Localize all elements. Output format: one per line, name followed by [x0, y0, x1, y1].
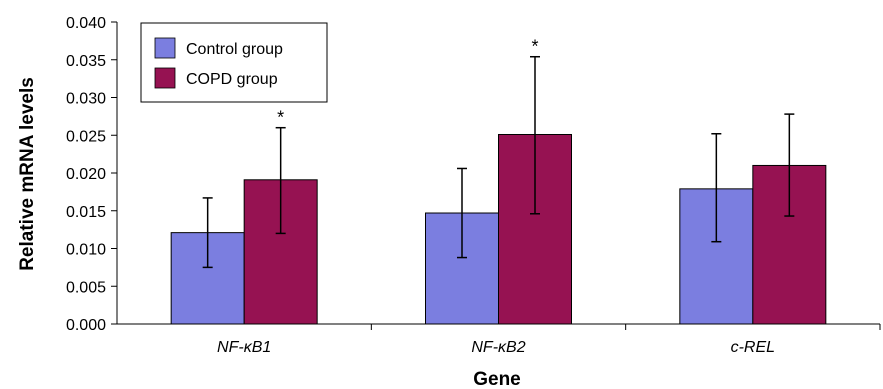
- x-tick-label: NF-κB2: [471, 339, 525, 356]
- legend-box: [140, 22, 328, 103]
- y-axis-title: Relative mRNA levels: [17, 77, 38, 271]
- y-tick-label: 0.025: [66, 128, 106, 145]
- x-axis: NF-κB1 NF-κB2 c-REL: [117, 323, 881, 356]
- error-bars: [202, 55, 795, 269]
- y-tick-label: 0.005: [66, 279, 106, 296]
- annotations: **: [277, 37, 538, 128]
- legend-swatch-control: [154, 37, 176, 59]
- y-tick-label: 0.000: [66, 317, 106, 334]
- y-tick-label: 0.020: [66, 166, 106, 183]
- x-tick-label: c-REL: [731, 339, 775, 356]
- x-tick-label: NF-κB1: [217, 339, 271, 356]
- y-tick-label: 0.035: [66, 53, 106, 70]
- significance-marker: *: [531, 37, 538, 57]
- y-axis: 0.000 0.005 0.010 0.015 0.020 0.025 0.030 0.035…: [66, 15, 118, 334]
- bars: [170, 133, 827, 325]
- y-tick-label: 0.010: [66, 242, 106, 259]
- significance-marker: *: [277, 108, 284, 128]
- legend-swatch-copd: [154, 67, 176, 89]
- y-tick-label: 0.030: [66, 91, 106, 108]
- legend-label-copd: COPD group: [186, 71, 278, 88]
- y-tick-label: 0.040: [66, 15, 106, 32]
- legend: Control group COPD group: [140, 22, 328, 103]
- x-axis-title: Gene: [473, 369, 521, 389]
- legend-label-control: Control group: [186, 41, 283, 58]
- y-tick-label: 0.015: [66, 204, 106, 221]
